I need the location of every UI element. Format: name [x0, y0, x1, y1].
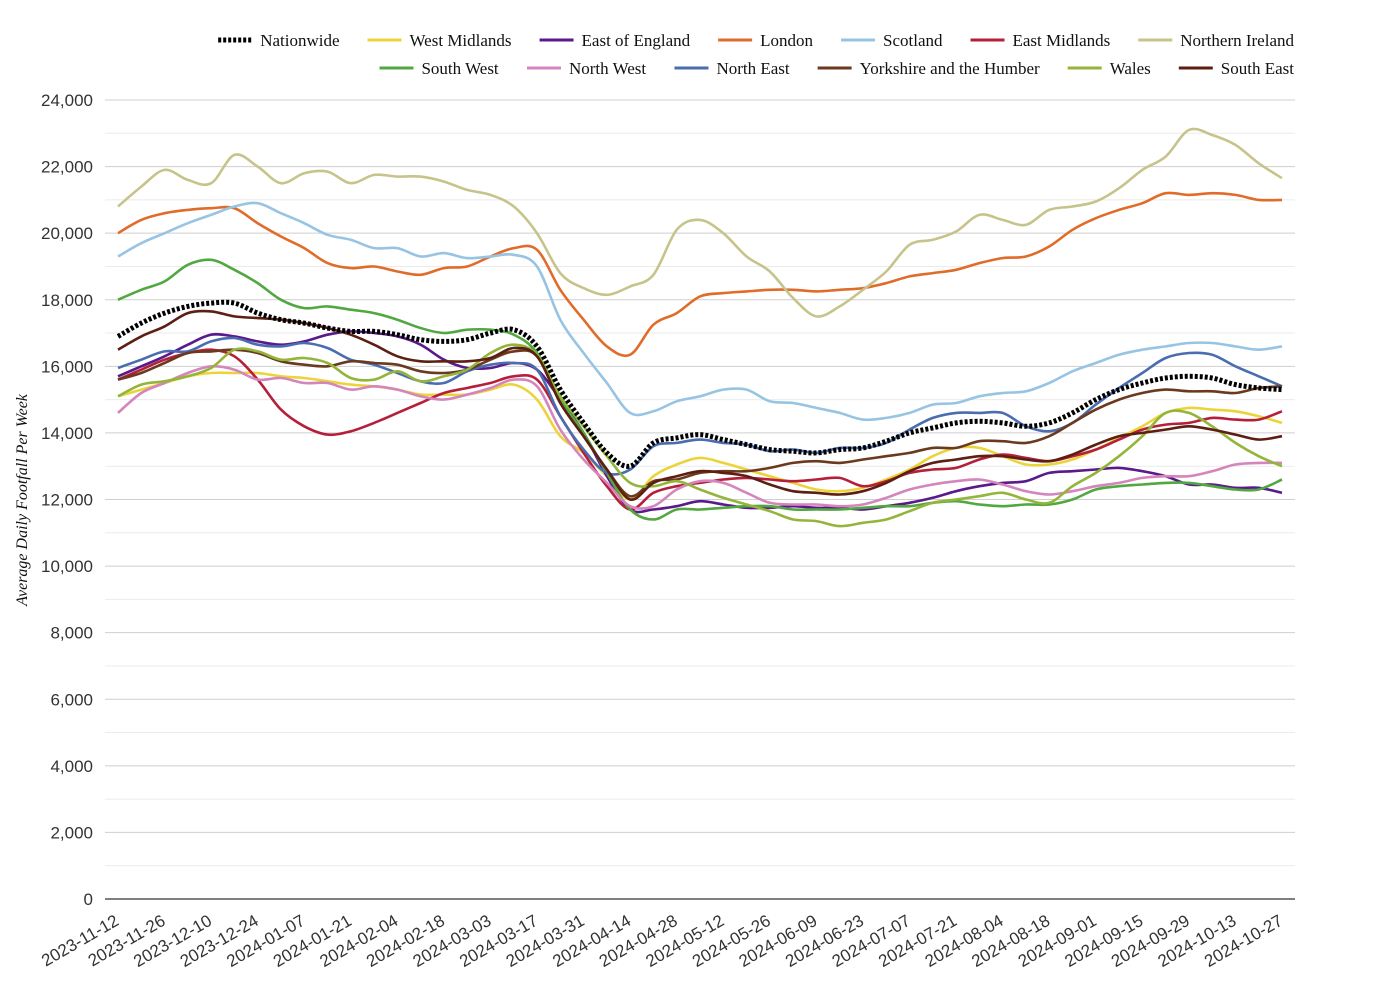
legend-label: London: [760, 31, 813, 50]
legend-label: North East: [716, 59, 789, 78]
legend-label: West Midlands: [410, 31, 512, 50]
series-lines: [116, 127, 1283, 528]
gridlines: [105, 99, 1295, 867]
series-line-south-east: [117, 309, 1283, 501]
y-axis-label: Average Daily Footfall Per Week: [14, 393, 31, 607]
y-tick-label: 16,000: [41, 357, 93, 376]
series-line-east-midlands: [117, 348, 1283, 511]
legend-item-northern-ireland: Northern Ireland: [1138, 31, 1295, 50]
y-tick-label: 4,000: [50, 757, 93, 776]
y-tick-label: 0: [84, 890, 93, 909]
series-line-east-of-england: [117, 330, 1283, 514]
y-tick-label: 18,000: [41, 291, 93, 310]
y-tick-label: 8,000: [50, 624, 93, 643]
x-axis-tick-labels: 2023-11-122023-11-262023-12-102023-12-24…: [38, 911, 1286, 971]
series-line-north-west: [117, 364, 1283, 510]
y-tick-label: 14,000: [41, 424, 93, 443]
y-tick-label: 24,000: [41, 91, 93, 110]
series-line-northern-ireland: [117, 127, 1283, 318]
y-axis-tick-labels: 0 2,000 4,000 6,000 8,000 10,000 12,000 14,000 1…: [41, 91, 93, 909]
y-tick-label: 20,000: [41, 224, 93, 243]
legend-item-south-west: South West: [379, 59, 499, 78]
series-line-north-east: [117, 336, 1283, 476]
series-line-yorkshire-and-the-humber: [117, 348, 1283, 498]
legend-item-east-midlands: East Midlands: [970, 31, 1111, 50]
legend-item-north-east: North East: [674, 59, 790, 78]
legend-label: South East: [1221, 59, 1294, 78]
legend-label: North West: [569, 59, 646, 78]
series-line-south-west: [117, 258, 1283, 521]
series-line-wales: [117, 343, 1283, 528]
legend-item-east-of-england: East of England: [539, 31, 691, 50]
legend-label: Yorkshire and the Humber: [860, 59, 1040, 78]
legend-item-wales: Wales: [1067, 59, 1151, 78]
y-tick-label: 12,000: [41, 491, 93, 510]
legend-label: East Midlands: [1013, 31, 1111, 50]
legend: Nationwide West Midlands East of England Lo…: [218, 31, 1295, 78]
legend-item-scotland: Scotland: [841, 31, 943, 50]
legend-item-yorkshire-and-the-humber: Yorkshire and the Humber: [817, 59, 1040, 78]
legend-item-west-midlands: West Midlands: [367, 31, 512, 50]
series-line-scotland: [117, 201, 1283, 422]
legend-label: Nationwide: [260, 31, 339, 50]
y-tick-label: 10,000: [41, 557, 93, 576]
y-tick-label: 6,000: [50, 690, 93, 709]
legend-item-london: London: [718, 31, 814, 50]
series-line-nationwide: [116, 299, 1283, 469]
legend-label: East of England: [582, 31, 691, 50]
y-tick-label: 22,000: [41, 158, 93, 177]
legend-item-north-west: North West: [526, 59, 646, 78]
y-tick-label: 2,000: [50, 823, 93, 842]
legend-label: Northern Ireland: [1180, 31, 1294, 50]
legend-item-south-east: South East: [1178, 59, 1294, 78]
legend-item-nationwide: Nationwide: [218, 31, 340, 50]
legend-label: Wales: [1110, 59, 1151, 78]
legend-label: Scotland: [883, 31, 943, 50]
series-line-london: [117, 191, 1283, 358]
legend-label: South West: [421, 59, 498, 78]
